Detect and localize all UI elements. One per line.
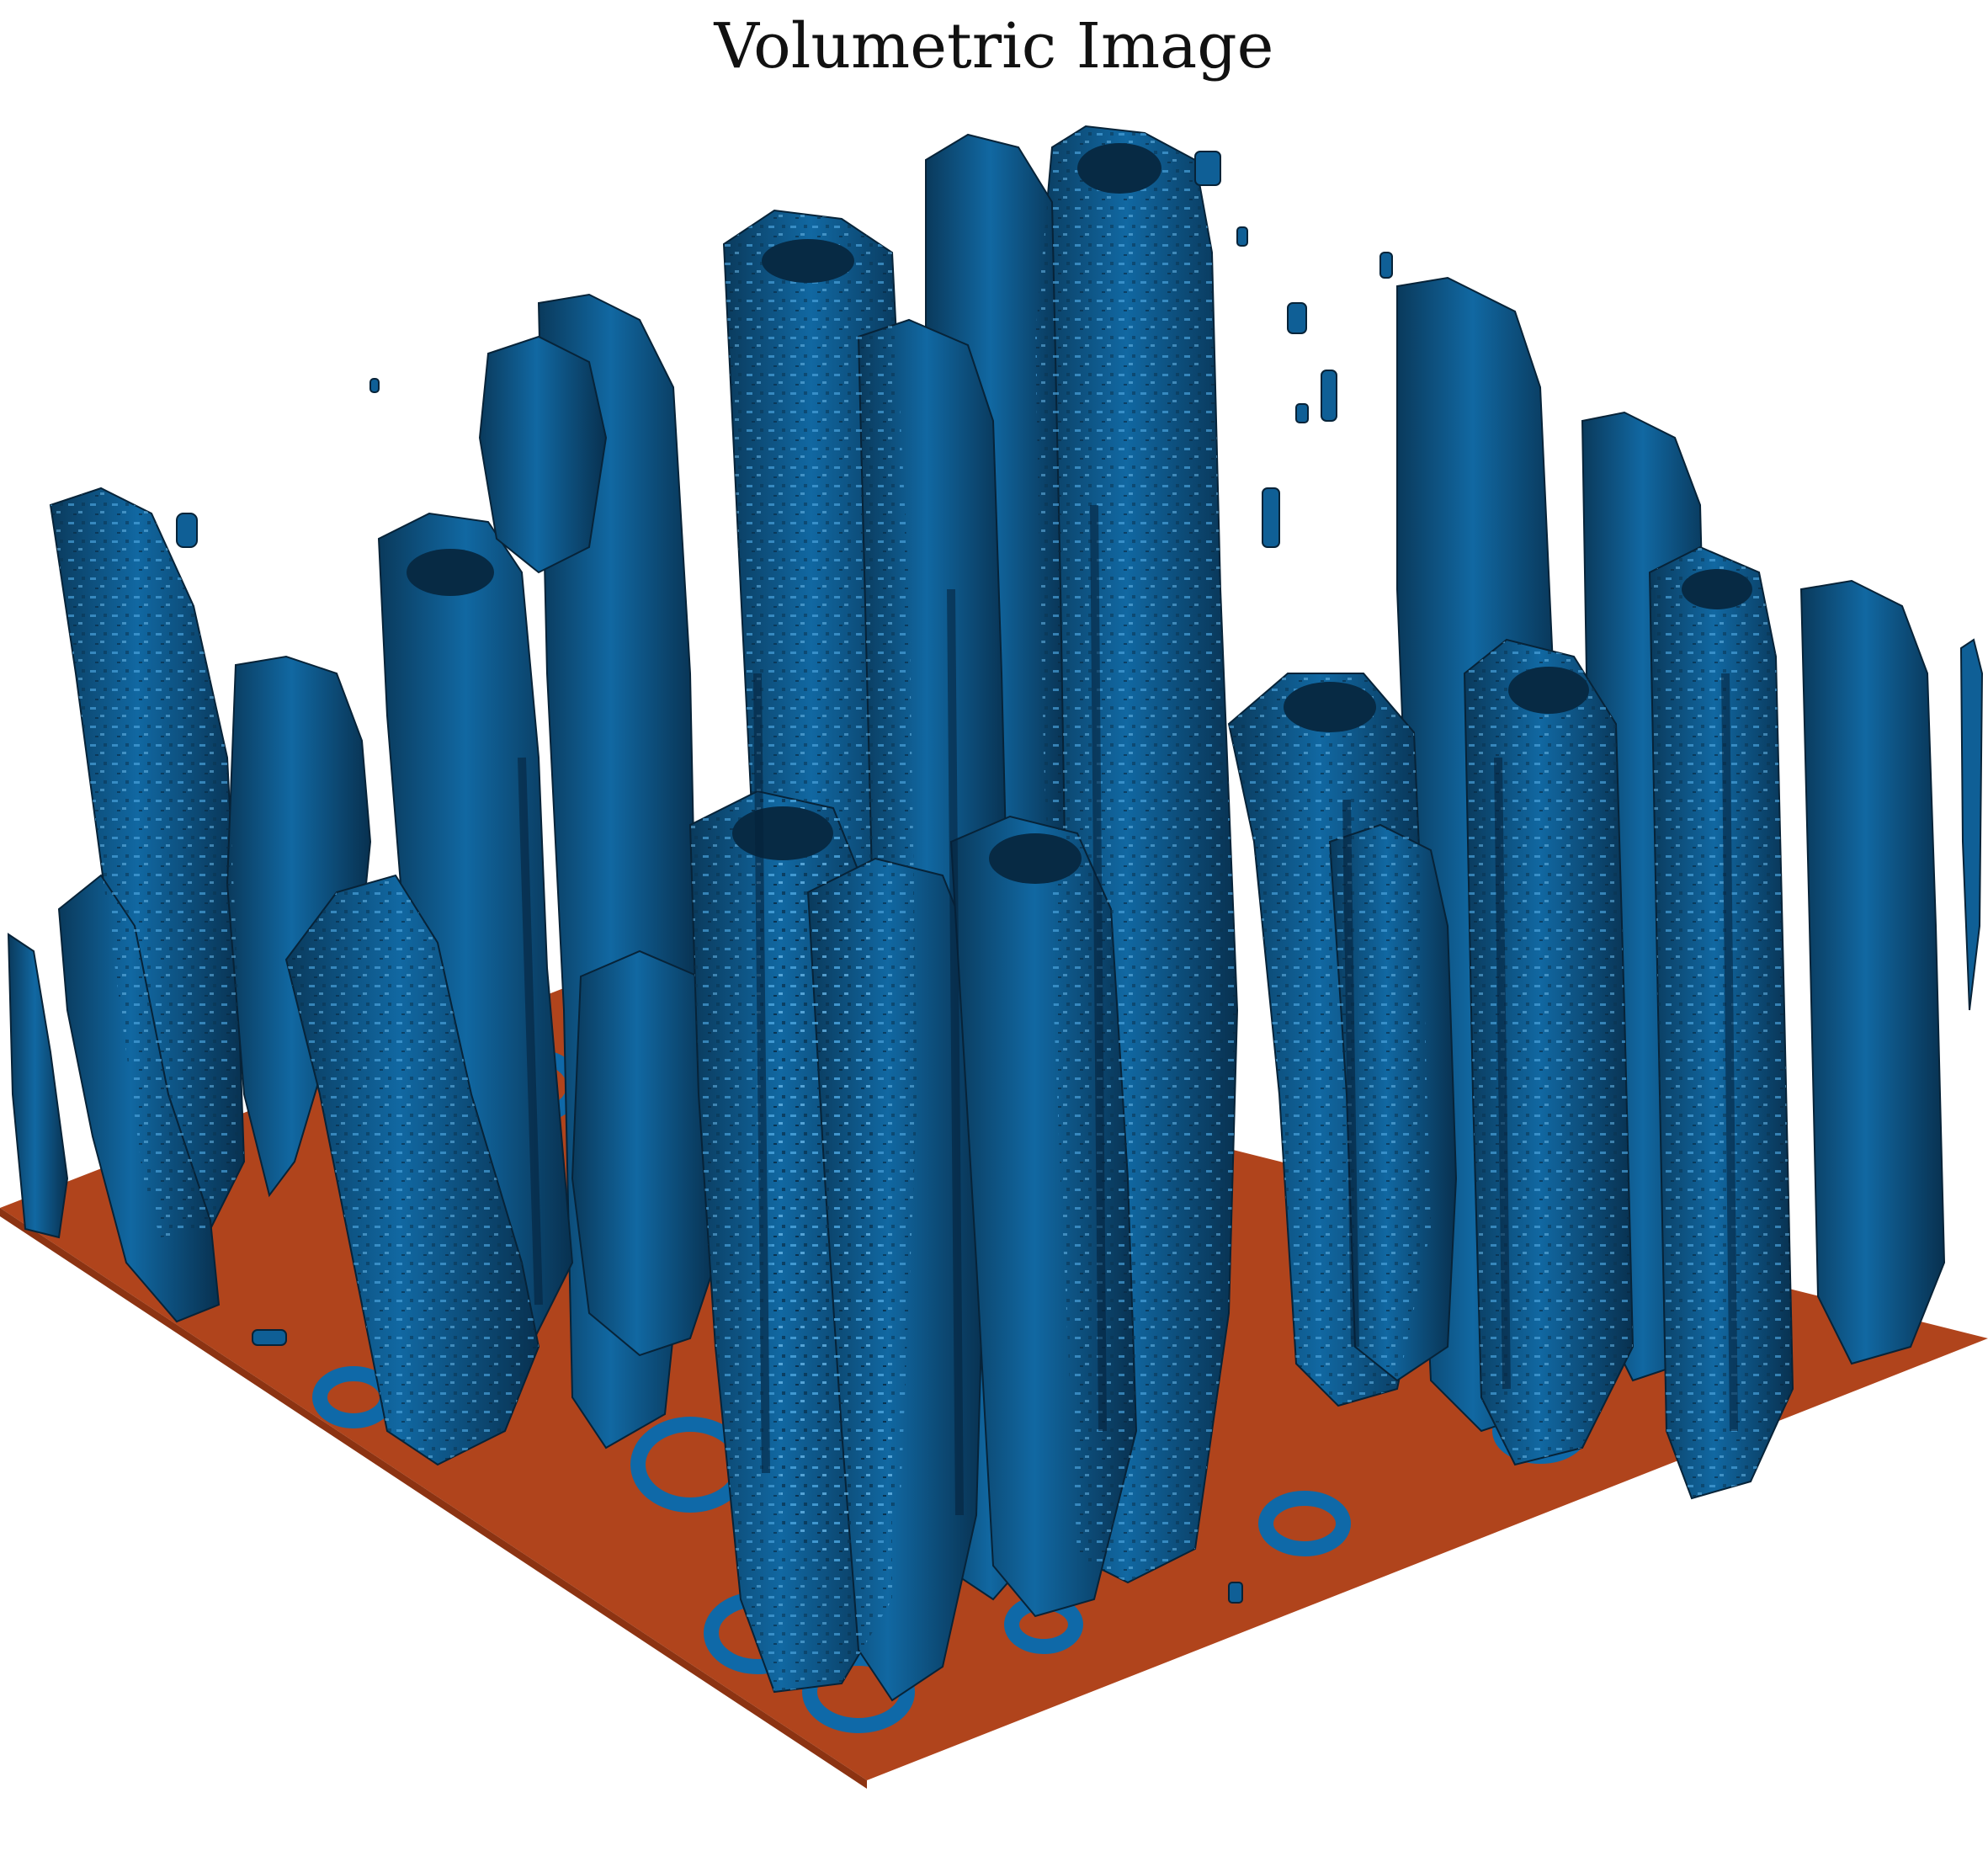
floating-fragments: [176, 151, 1393, 1604]
column-openings: [407, 143, 1752, 884]
surface-texture: [50, 126, 1793, 1692]
figure-title: Volumetric Image: [714, 10, 1274, 82]
shadow-streaks: [518, 504, 1738, 1516]
